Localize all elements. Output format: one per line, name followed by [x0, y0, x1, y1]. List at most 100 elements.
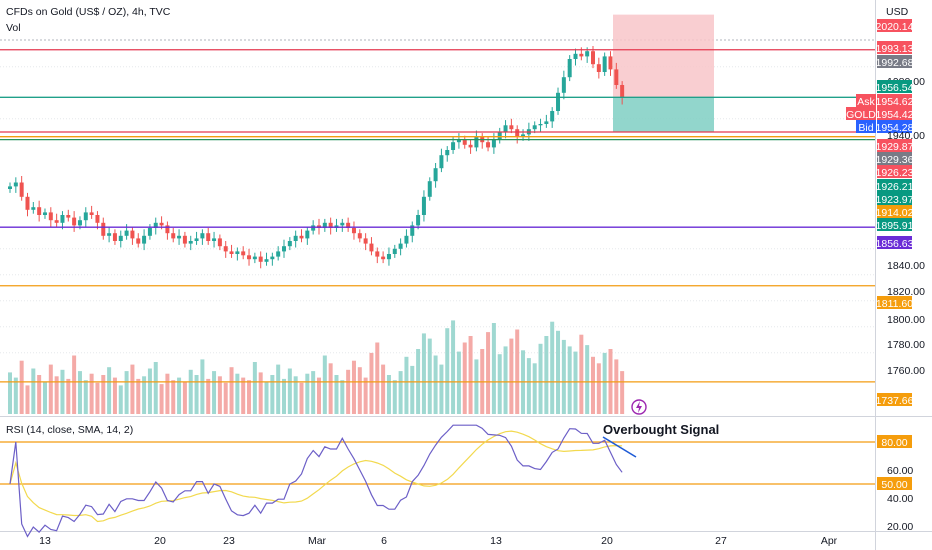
- candle-body: [252, 256, 257, 260]
- volume-bar: [392, 380, 397, 414]
- volume-bar: [351, 360, 356, 414]
- volume-bar: [136, 378, 141, 414]
- time-axis[interactable]: 13 20 23 Mar 6 13 20 27 Apr: [39, 535, 838, 547]
- candle-body: [573, 53, 578, 59]
- candle: [515, 125, 520, 144]
- candle-body: [515, 129, 520, 137]
- price-tag-bg: [877, 165, 912, 178]
- candle-body: [48, 212, 53, 221]
- volume-bar: [147, 368, 152, 414]
- volume-bar: [252, 362, 257, 414]
- candle: [212, 231, 217, 248]
- volume-bar: [410, 365, 415, 414]
- volume-bar: [322, 355, 327, 414]
- volume-bar: [54, 376, 59, 414]
- candle: [112, 229, 117, 245]
- volume-bar: [515, 329, 520, 414]
- candle-body: [398, 243, 403, 249]
- candle-body: [241, 251, 246, 256]
- volume-bar: [602, 352, 607, 414]
- candle-body: [404, 235, 409, 244]
- volume-label[interactable]: Vol: [6, 22, 21, 34]
- candle: [456, 133, 461, 149]
- volume-bar: [398, 371, 403, 414]
- candle-body: [538, 124, 543, 126]
- candle-body: [136, 238, 141, 244]
- horizontal-levels[interactable]: [0, 49, 875, 383]
- candle: [136, 233, 141, 248]
- volume-bar: [153, 362, 158, 414]
- position-tool[interactable]: [613, 14, 714, 132]
- volume-bar: [107, 367, 112, 414]
- volume-bar: [456, 351, 461, 414]
- candle: [287, 237, 292, 251]
- candle: [404, 229, 409, 248]
- volume-bar: [474, 359, 479, 414]
- candle-body: [544, 121, 549, 124]
- volume-bar: [340, 380, 345, 414]
- candle-body: [19, 182, 24, 197]
- volume-bar: [421, 333, 426, 414]
- volume-bar: [171, 380, 176, 414]
- price-axis[interactable]: 2020.141993.131992.681980.001956.54Ask19…: [846, 19, 925, 407]
- overbought-label: Overbought Signal: [603, 422, 719, 437]
- rsi-ma-line: [9, 430, 623, 523]
- candle: [474, 130, 479, 152]
- price-tag: 1956.54: [876, 80, 914, 94]
- price-tag-label: 1926.21: [876, 181, 914, 193]
- candle-body: [217, 238, 222, 247]
- volume-bar: [235, 373, 240, 414]
- candle-body: [602, 56, 607, 72]
- volume-bar: [369, 352, 374, 414]
- candle: [480, 133, 485, 149]
- volume-bar: [381, 364, 386, 414]
- volume-bar: [503, 346, 508, 414]
- volume-bar: [526, 358, 531, 414]
- volume-bar: [497, 354, 502, 414]
- candle: [153, 217, 158, 235]
- candle: [66, 209, 71, 222]
- take-profit-zone[interactable]: [613, 97, 714, 132]
- candle: [596, 57, 601, 79]
- candle: [398, 238, 403, 256]
- candle: [235, 247, 240, 261]
- candle-body: [591, 51, 595, 65]
- candle-body: [188, 241, 193, 244]
- candles: [8, 46, 625, 269]
- stop-loss-zone[interactable]: [613, 14, 714, 98]
- lightning-icon[interactable]: [631, 399, 647, 415]
- price-tag: 1811.60: [876, 296, 913, 310]
- overbought-annotation[interactable]: Overbought Signal: [602, 422, 719, 458]
- candle: [54, 213, 59, 227]
- price-tick-label: 1800.00: [887, 314, 925, 326]
- symbol-title[interactable]: CFDs on Gold (US$ / OZ), 4h, TVC: [6, 6, 171, 18]
- candle-body: [159, 222, 164, 226]
- candle: [229, 244, 234, 258]
- price-tick-label: 1760.00: [887, 365, 925, 377]
- candle: [48, 207, 53, 227]
- candle: [351, 221, 356, 240]
- candle: [497, 127, 502, 144]
- candle: [614, 62, 619, 89]
- volume-bar: [532, 363, 537, 414]
- volume-bar: [404, 356, 409, 414]
- volume-bar: [357, 367, 362, 414]
- time-tick-label: 20: [601, 535, 613, 547]
- volume-bar: [573, 351, 578, 414]
- candle-body: [614, 69, 619, 85]
- rsi-label[interactable]: RSI (14, close, SMA, 14, 2): [6, 424, 134, 436]
- volume-bar: [212, 371, 217, 414]
- volume-bar: [282, 378, 287, 414]
- candle-body: [89, 212, 94, 215]
- candle: [223, 241, 228, 258]
- candle: [19, 176, 24, 201]
- candle: [72, 211, 77, 232]
- candle-body: [107, 233, 112, 236]
- volume-bar: [66, 378, 71, 414]
- volume-bar: [579, 334, 584, 414]
- candle-body: [247, 255, 252, 260]
- volume-bar: [182, 381, 187, 414]
- candle-body: [31, 207, 36, 210]
